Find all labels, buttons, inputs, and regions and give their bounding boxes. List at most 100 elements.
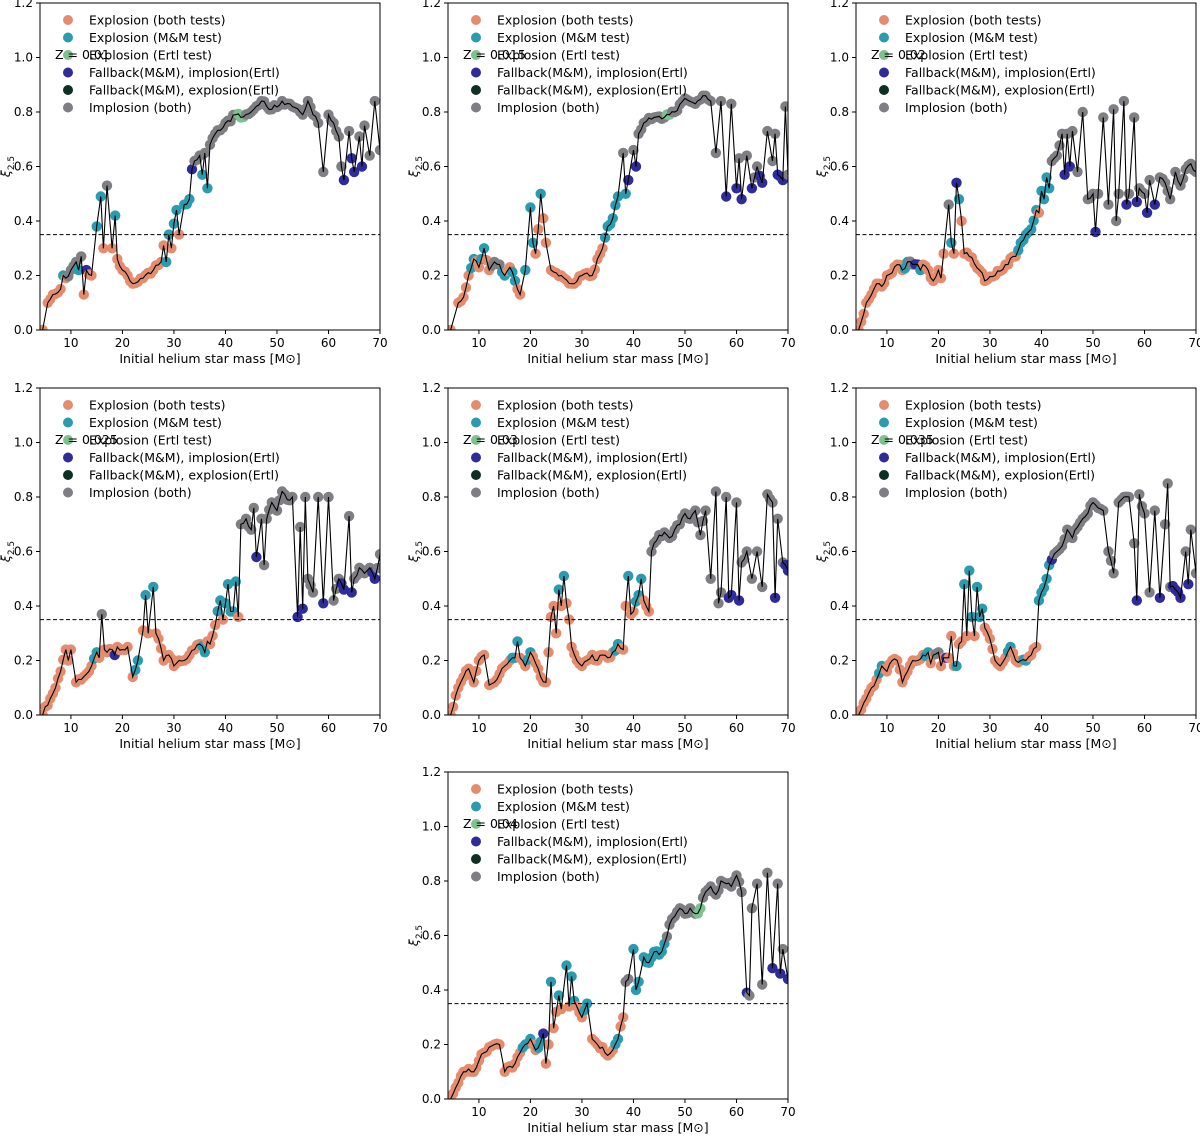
series-line [450,872,788,1099]
legend-marker-fbexp [879,470,889,480]
legend-label: Explosion (Ertl test) [89,433,212,448]
y-tick-label: 0.6 [830,160,849,174]
x-axis-label: Initial helium star mass [M⊙] [527,736,708,751]
y-tick-label: 0.8 [422,874,441,888]
legend-marker-imp [471,487,481,498]
metallicity-label: Z = 0.015 [463,47,526,62]
panel-2: 10 20 30 40 50 60 70 0.0 0.2 0.4 0.6 0.8 1.0 1.2 Initi… [406,0,796,366]
x-tick-label: 20 [115,721,130,735]
legend-label: Fallback(M&M), implosion(Ertl) [497,65,688,80]
y-tick-label: 0.6 [830,545,849,559]
y-tick-label: 1.2 [830,0,849,10]
plot-area [40,486,380,715]
legend-label: Explosion (both tests) [89,13,226,28]
legend-label: Explosion (M&M test) [905,30,1038,45]
x-tick-label: 40 [626,336,641,350]
series-line [42,490,380,715]
legend-label: Fallback(M&M), implosion(Ertl) [497,834,688,849]
legend-marker-imp [471,102,481,113]
x-axis-label: Initial helium star mass [M⊙] [119,351,300,366]
legend-marker-fbimp [63,452,73,463]
y-tick-label: 0.6 [14,160,33,174]
legend-marker-mm [879,32,889,43]
legend-marker-imp [63,102,73,113]
y-tick-label: 1.2 [830,381,849,395]
plot-area [856,95,1196,330]
y-tick-label: 0.0 [422,323,441,337]
x-tick-label: 60 [729,721,744,735]
x-tick-label: 70 [780,721,795,735]
x-tick-label: 30 [166,336,181,350]
y-axis-label: ξ2.5 [406,541,425,563]
x-tick-label: 30 [982,721,997,735]
legend-marker-mm [471,32,481,43]
x-tick-label: 40 [218,336,233,350]
x-tick-label: 60 [321,336,336,350]
y-tick-label: 0.8 [14,105,33,119]
legend-marker-exp [63,15,73,25]
x-tick-label: 10 [471,336,486,350]
legend-marker-fbimp [879,452,889,463]
metallicity-label: Z = 0.03 [463,432,518,447]
legend: Explosion (both tests) Explosion (M&M tes… [63,13,280,115]
legend: Explosion (both tests) Explosion (M&M tes… [879,13,1096,115]
legend-marker-ertl [63,50,73,60]
legend: Explosion (both tests) Explosion (M&M tes… [471,782,688,884]
y-tick-label: 1.0 [422,820,441,834]
x-tick-label: 10 [879,721,894,735]
legend-marker-mm [471,801,481,812]
plot-area [448,867,788,1099]
data-point [782,169,788,180]
x-tick-label: 10 [471,721,486,735]
legend-marker-imp [879,487,889,498]
metallicity-label: Z = 0.035 [871,432,934,447]
legend-label: Explosion (M&M test) [497,415,630,430]
y-tick-label: 1.2 [422,765,441,779]
metallicity-label: Z = 0.04 [463,816,518,831]
y-tick-label: 0.0 [830,323,849,337]
legend: Explosion (both tests) Explosion (M&M tes… [63,398,280,500]
legend-marker-ertl [63,435,73,445]
legend-marker-fbexp [879,85,889,95]
legend-marker-fbimp [879,67,889,78]
legend-label: Fallback(M&M), explosion(Ertl) [497,468,687,483]
panel-5: 10 20 30 40 50 60 70 0.0 0.2 0.4 0.6 0.8 1.0 1.2 Initi… [406,381,796,751]
series-line [450,491,788,715]
x-tick-label: 50 [677,721,692,735]
x-tick-label: 30 [166,721,181,735]
legend-label: Fallback(M&M), implosion(Ertl) [497,450,688,465]
legend-label: Fallback(M&M), implosion(Ertl) [905,65,1096,80]
y-axis-label: ξ2.5 [0,541,17,563]
x-tick-label: 50 [1085,336,1100,350]
legend-marker-exp [63,400,73,410]
y-tick-label: 0.2 [422,269,441,283]
x-tick-label: 60 [729,1105,744,1119]
data-point [782,973,788,985]
y-tick-label: 0.0 [14,708,33,722]
x-tick-label: 10 [879,336,894,350]
data-point [780,101,788,112]
data-point [40,324,48,330]
data-point [374,144,380,156]
y-tick-label: 1.0 [830,51,849,65]
x-tick-label: 70 [780,1105,795,1119]
legend-marker-fbimp [63,67,73,78]
legend-label: Fallback(M&M), explosion(Ertl) [905,83,1095,98]
panel-3: 10 20 30 40 50 60 70 0.0 0.2 0.4 0.6 0.8 1.0 1.2 Initi… [814,0,1200,366]
legend: Explosion (both tests) Explosion (M&M tes… [471,13,688,115]
panel-1: 10 20 30 40 50 60 70 0.0 0.2 0.4 0.6 0.8 1.0 1.2 Initi… [0,0,388,366]
y-axis-label: ξ2.5 [406,925,425,947]
y-axis-label: ξ2.5 [0,156,17,178]
y-tick-label: 1.2 [422,0,441,10]
y-tick-label: 1.2 [14,381,33,395]
legend-marker-exp [471,784,481,794]
x-tick-label: 50 [677,1105,692,1119]
y-axis-label: ξ2.5 [814,156,833,178]
x-tick-label: 50 [1085,721,1100,735]
y-tick-label: 0.0 [830,708,849,722]
panel-4: 10 20 30 40 50 60 70 0.0 0.2 0.4 0.6 0.8 1.0 1.2 Initi… [0,381,388,751]
legend-label: Explosion (Ertl test) [497,817,620,832]
legend-label: Explosion (Ertl test) [905,48,1028,63]
legend-marker-imp [471,871,481,882]
